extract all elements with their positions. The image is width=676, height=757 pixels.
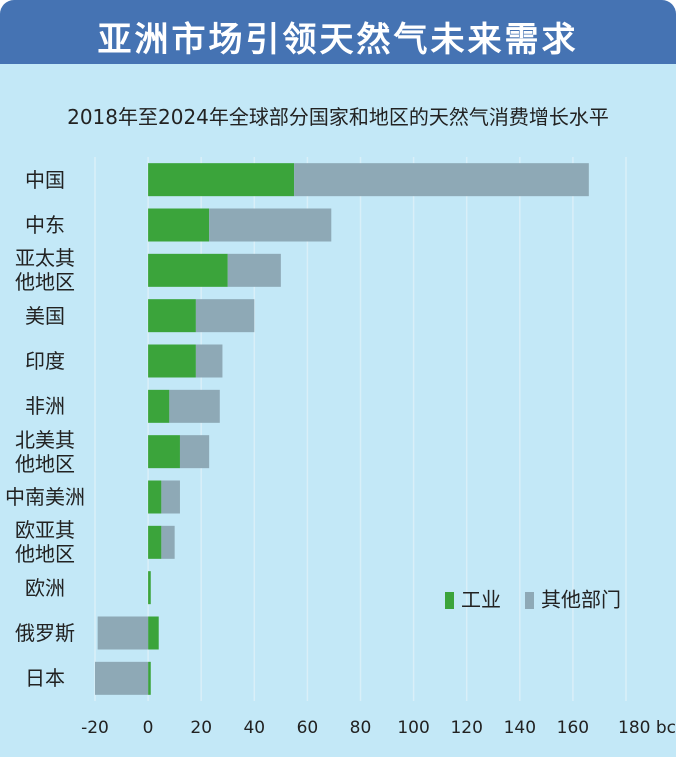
x-tick-label: 100 (397, 718, 429, 738)
y-tick-label: 欧洲 (25, 575, 65, 600)
x-tick-label: 40 (243, 718, 265, 738)
x-tick-label: 60 (297, 718, 319, 738)
bar-segment (161, 480, 180, 514)
bar-segment (195, 299, 255, 333)
bar-segment (95, 661, 149, 695)
y-tick-label: 印度 (25, 349, 65, 373)
bar-segment (227, 253, 281, 287)
bar-segment (148, 253, 228, 287)
y-tick-label: 日本 (25, 666, 65, 691)
x-tick-label: 180 bcm (618, 718, 676, 738)
x-tick-label: 80 (350, 718, 372, 738)
bar-segment (209, 208, 332, 242)
y-tick-label: 亚太其 他地区 (15, 246, 75, 295)
bar-segment (148, 389, 170, 423)
bar-segment (148, 616, 159, 650)
bar-segment (148, 344, 196, 378)
bar-segment (195, 344, 223, 378)
bar-segment (169, 389, 220, 423)
legend-label: 工业 (461, 588, 501, 612)
bar-segment (161, 525, 175, 559)
x-tick-label: 140 (504, 718, 536, 738)
x-tick-label: 20 (190, 718, 212, 738)
y-tick-label: 俄罗斯 (15, 621, 75, 645)
x-tick-label: -20 (81, 718, 109, 738)
x-tick-label: 0 (143, 718, 154, 738)
y-tick-label: 美国 (25, 303, 65, 328)
y-tick-label: 北美其 他地区 (15, 427, 75, 476)
banner: 亚洲市场引领天然气未来需求 (0, 0, 676, 64)
x-tick-label: 120 (450, 718, 482, 738)
bar-segment (148, 435, 180, 469)
chart-title: 2018年至2024年全球部分国家和地区的天然气消费增长水平 (67, 105, 609, 129)
bar-segment (148, 163, 295, 197)
y-tick-label: 中南美洲 (5, 485, 85, 509)
bar-segment (294, 163, 589, 197)
y-tick-label: 欧亚其 他地区 (15, 518, 75, 567)
bar-segment (148, 571, 151, 605)
bar-segment (148, 208, 210, 242)
bar-segment (148, 661, 151, 695)
bar-segment (148, 299, 196, 333)
bar-segment (97, 616, 149, 650)
x-tick-label: 160 (557, 718, 589, 738)
bar-segment (179, 435, 210, 469)
y-tick-label: 中国 (25, 167, 65, 192)
legend-swatch (445, 592, 454, 609)
y-tick-label: 非洲 (25, 394, 65, 419)
bar-segment (148, 480, 162, 514)
legend-label: 其他部门 (541, 588, 621, 612)
legend-swatch (525, 592, 534, 609)
y-tick-label: 中东 (25, 213, 65, 237)
header-title: 亚洲市场引领天然气未来需求 (97, 20, 579, 60)
bar-segment (148, 525, 162, 559)
